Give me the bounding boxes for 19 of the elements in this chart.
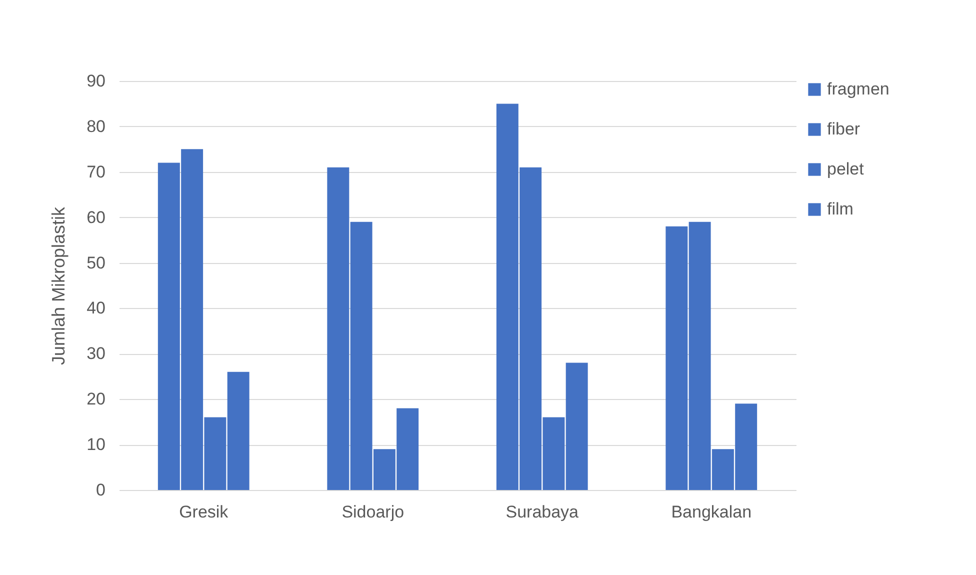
y-tick-label: 70 bbox=[86, 162, 106, 182]
y-tick-label: 40 bbox=[86, 298, 106, 318]
y-tick-label: 20 bbox=[86, 390, 106, 409]
y-tick-label: 30 bbox=[86, 344, 106, 364]
y-axis-title: Jumlah Mikroplastik bbox=[48, 206, 69, 366]
x-tick-label: Gresik bbox=[179, 502, 229, 522]
y-tick-label: 0 bbox=[96, 480, 106, 500]
y-tick-label: 90 bbox=[86, 72, 106, 90]
y-tick-label: 10 bbox=[86, 435, 106, 454]
x-tick-label: Surabaya bbox=[506, 502, 580, 522]
y-tick-label: 60 bbox=[86, 208, 106, 227]
legend-label: fiber bbox=[827, 120, 860, 138]
x-tick-label: Sidoarjo bbox=[342, 502, 404, 522]
legend-label: film bbox=[827, 200, 854, 218]
legend-label: pelet bbox=[827, 160, 864, 178]
y-tick-label: 50 bbox=[86, 253, 106, 272]
legend-label: fragmen bbox=[827, 80, 890, 98]
x-tick-label: Bangkalan bbox=[671, 502, 752, 522]
y-tick-label: 80 bbox=[86, 116, 106, 136]
